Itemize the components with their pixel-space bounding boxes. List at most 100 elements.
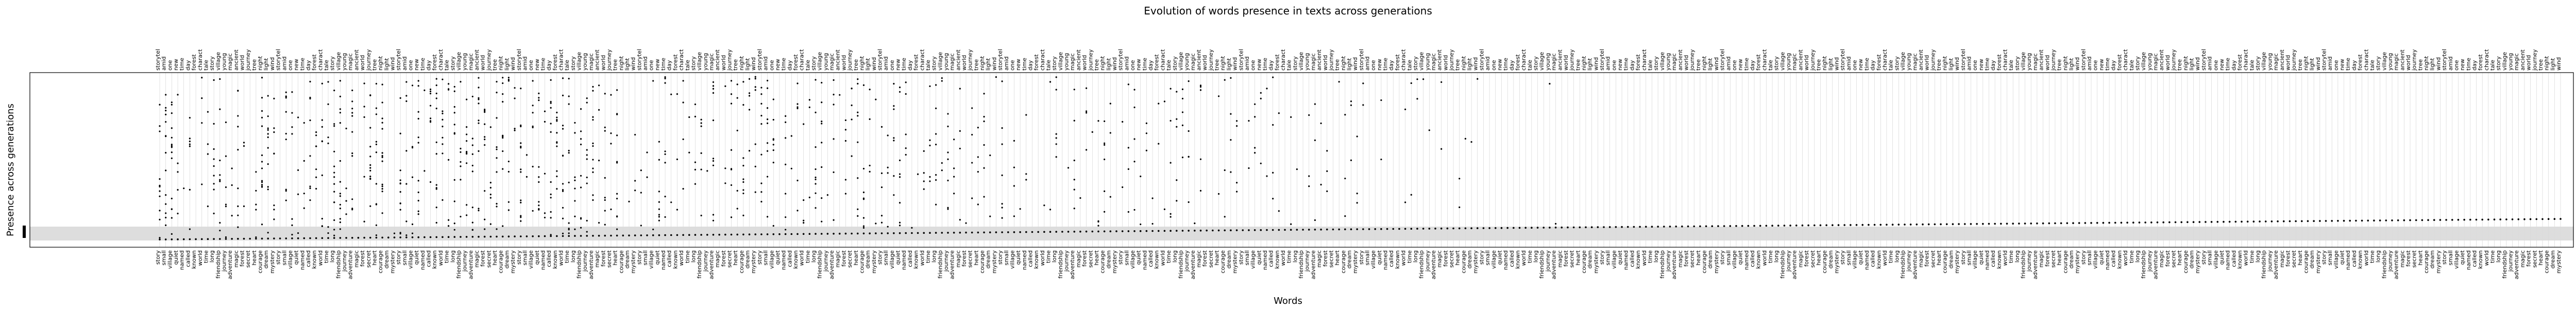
data-point	[1308, 185, 1310, 187]
data-point	[442, 143, 444, 145]
data-point	[1055, 156, 1057, 158]
bottom-tick-label: journey	[2026, 250, 2032, 272]
data-point	[165, 152, 167, 154]
top-tick-label: forest	[2357, 54, 2364, 71]
data-point	[610, 143, 612, 145]
data-point	[369, 167, 371, 169]
data-point	[303, 237, 306, 239]
data-point	[502, 168, 504, 170]
data-point	[556, 175, 558, 178]
data-point	[1104, 142, 1106, 144]
bottom-tick-label: long	[209, 250, 215, 263]
top-tick-label: young	[1183, 53, 1190, 71]
bottom-tick-label: time	[2489, 250, 2496, 263]
data-point	[1464, 227, 1467, 230]
data-point	[670, 234, 672, 236]
top-tick-label: tale	[1406, 60, 1413, 71]
data-point	[429, 105, 432, 107]
data-point	[532, 105, 534, 107]
data-point	[1988, 222, 1990, 225]
top-tick-label: charact	[799, 49, 805, 71]
data-point	[315, 176, 317, 178]
data-point	[1837, 224, 1840, 226]
bottom-tick-label: adventure	[467, 250, 474, 280]
data-point	[466, 98, 468, 100]
bottom-tick-label: heart	[1574, 250, 1581, 265]
data-point	[219, 78, 221, 80]
data-point	[453, 200, 455, 202]
data-point	[2313, 220, 2315, 222]
data-point	[742, 189, 744, 191]
data-point	[453, 222, 455, 225]
data-point	[1163, 230, 1166, 232]
data-point	[399, 132, 401, 134]
top-tick-label: light	[1587, 58, 1594, 71]
data-point	[502, 225, 504, 227]
data-point	[574, 215, 576, 217]
data-point	[165, 94, 167, 96]
data-point	[471, 153, 473, 155]
data-point	[862, 225, 865, 227]
data-point	[532, 126, 534, 129]
top-tick-label: tree	[1695, 59, 1702, 71]
bottom-tick-label: magic	[2399, 250, 2405, 268]
top-tick-label: forest	[2236, 54, 2243, 71]
data-point	[165, 109, 167, 112]
data-point	[484, 190, 486, 192]
bottom-tick-label: named	[539, 250, 546, 270]
data-point	[159, 184, 161, 186]
bottom-tick-label: mystery	[1232, 250, 1239, 274]
data-point	[255, 237, 257, 240]
data-point	[1524, 227, 1527, 229]
data-point	[598, 109, 600, 111]
data-point	[219, 180, 221, 182]
data-point	[267, 115, 269, 117]
bottom-tick-label: small	[2447, 250, 2454, 265]
bottom-tick-label: forest	[961, 250, 968, 266]
top-tick-label: ancient	[473, 49, 480, 71]
top-tick-label: amid	[642, 57, 649, 71]
data-point	[887, 226, 889, 228]
data-point	[833, 79, 835, 81]
data-point	[466, 151, 468, 153]
top-tick-label: amid	[521, 56, 528, 71]
data-point	[1230, 113, 1232, 115]
data-point	[796, 210, 799, 212]
top-tick-label: wind	[1111, 57, 1118, 71]
data-point	[1001, 143, 1003, 145]
top-tick-label: ancient	[2399, 49, 2405, 71]
top-tick-label: new	[413, 59, 420, 71]
data-point	[1079, 230, 1081, 233]
bottom-tick-label: mystery	[991, 250, 997, 274]
data-point	[219, 174, 221, 176]
data-point	[772, 118, 774, 121]
data-point	[1272, 171, 1274, 174]
top-tick-label: tale	[2008, 60, 2014, 71]
data-point	[237, 226, 239, 228]
top-tick-label: world	[1081, 55, 1088, 71]
data-point	[1103, 230, 1106, 233]
data-point	[604, 197, 606, 199]
bottom-tick-label: friendship	[1418, 250, 1425, 279]
data-point	[363, 106, 365, 108]
data-point	[670, 93, 672, 95]
bottom-tick-label: world	[1159, 250, 1166, 266]
data-point	[712, 160, 715, 162]
bottom-tick-label: quiet	[1136, 250, 1142, 265]
data-point	[1404, 201, 1406, 203]
data-point	[189, 145, 191, 147]
data-point	[851, 155, 853, 157]
data-point	[261, 77, 263, 79]
data-point	[544, 216, 546, 219]
bottom-tick-label: heart	[612, 250, 619, 265]
bottom-tick-label: dream	[1707, 250, 1714, 269]
data-point	[1260, 162, 1262, 164]
data-point	[2078, 222, 2080, 224]
bottom-tick-label: small	[161, 250, 167, 265]
top-tick-label: magic	[1310, 53, 1316, 71]
data-point	[1531, 227, 1533, 229]
data-point	[466, 214, 468, 216]
data-point	[1194, 222, 1196, 225]
bottom-tick-label: mystery	[1352, 250, 1359, 274]
bottom-tick-label: long	[2014, 250, 2021, 263]
